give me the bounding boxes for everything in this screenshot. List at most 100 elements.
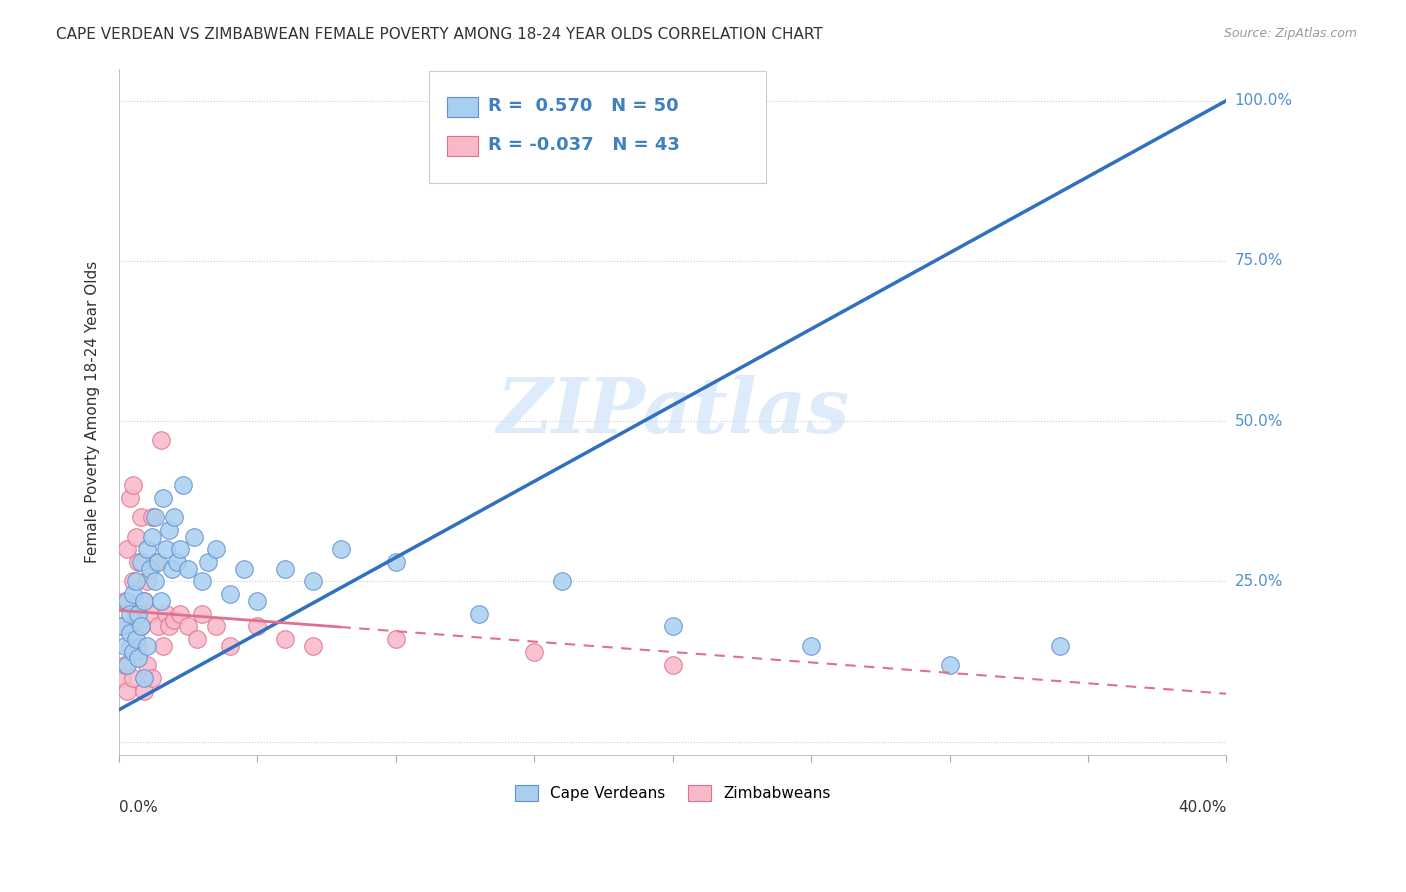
- Point: [661, 619, 683, 633]
- Text: 25.0%: 25.0%: [1234, 574, 1284, 589]
- Point: [938, 657, 960, 672]
- Text: ZIPatlas: ZIPatlas: [496, 375, 849, 449]
- Point: [205, 619, 228, 633]
- Text: R = -0.037   N = 43: R = -0.037 N = 43: [488, 136, 679, 154]
- Point: [155, 542, 177, 557]
- Point: [385, 632, 408, 647]
- Point: [127, 651, 149, 665]
- Text: 75.0%: 75.0%: [1234, 253, 1284, 268]
- Point: [111, 671, 134, 685]
- Point: [186, 632, 208, 647]
- Point: [132, 671, 155, 685]
- Point: [157, 619, 180, 633]
- Y-axis label: Female Poverty Among 18-24 Year Olds: Female Poverty Among 18-24 Year Olds: [86, 260, 100, 563]
- Point: [114, 639, 136, 653]
- Point: [551, 574, 574, 589]
- Point: [274, 632, 297, 647]
- Point: [143, 510, 166, 524]
- Point: [135, 542, 157, 557]
- Point: [122, 671, 145, 685]
- Point: [800, 639, 823, 653]
- Point: [132, 593, 155, 607]
- Point: [111, 619, 134, 633]
- Point: [218, 639, 240, 653]
- Point: [152, 639, 174, 653]
- Point: [232, 562, 254, 576]
- Point: [661, 657, 683, 672]
- Point: [120, 491, 142, 505]
- Legend: Cape Verdeans, Zimbabweans: Cape Verdeans, Zimbabweans: [508, 778, 838, 809]
- Point: [111, 619, 134, 633]
- Point: [122, 645, 145, 659]
- Point: [127, 607, 149, 621]
- Point: [143, 555, 166, 569]
- Point: [177, 619, 200, 633]
- Point: [135, 574, 157, 589]
- Text: 40.0%: 40.0%: [1178, 799, 1226, 814]
- Text: Source: ZipAtlas.com: Source: ZipAtlas.com: [1223, 27, 1357, 40]
- Text: 100.0%: 100.0%: [1234, 93, 1292, 108]
- Point: [172, 478, 194, 492]
- Point: [129, 510, 152, 524]
- Point: [302, 574, 325, 589]
- Point: [177, 562, 200, 576]
- Point: [135, 657, 157, 672]
- Point: [302, 639, 325, 653]
- Point: [138, 562, 160, 576]
- Point: [155, 607, 177, 621]
- Point: [122, 574, 145, 589]
- Point: [141, 671, 163, 685]
- Point: [146, 555, 169, 569]
- Point: [274, 562, 297, 576]
- Point: [124, 632, 146, 647]
- Point: [523, 645, 546, 659]
- Point: [160, 562, 183, 576]
- Text: 50.0%: 50.0%: [1234, 414, 1284, 429]
- Point: [120, 639, 142, 653]
- Point: [117, 542, 139, 557]
- Point: [129, 619, 152, 633]
- Point: [152, 491, 174, 505]
- Point: [143, 574, 166, 589]
- Point: [127, 639, 149, 653]
- Point: [120, 607, 142, 621]
- Point: [129, 619, 152, 633]
- Point: [132, 683, 155, 698]
- Point: [117, 593, 139, 607]
- Point: [329, 542, 352, 557]
- Point: [132, 593, 155, 607]
- Point: [205, 542, 228, 557]
- Point: [385, 555, 408, 569]
- Point: [246, 593, 269, 607]
- Point: [117, 657, 139, 672]
- Point: [141, 530, 163, 544]
- Point: [124, 607, 146, 621]
- Point: [124, 530, 146, 544]
- Text: 0.0%: 0.0%: [120, 799, 157, 814]
- Point: [124, 574, 146, 589]
- Point: [246, 619, 269, 633]
- Point: [157, 523, 180, 537]
- Point: [468, 607, 491, 621]
- Point: [197, 555, 219, 569]
- Point: [141, 510, 163, 524]
- Text: CAPE VERDEAN VS ZIMBABWEAN FEMALE POVERTY AMONG 18-24 YEAR OLDS CORRELATION CHAR: CAPE VERDEAN VS ZIMBABWEAN FEMALE POVERT…: [56, 27, 823, 42]
- Point: [218, 587, 240, 601]
- Point: [163, 613, 186, 627]
- Point: [138, 607, 160, 621]
- Point: [169, 607, 191, 621]
- Point: [191, 607, 214, 621]
- Point: [114, 593, 136, 607]
- Point: [191, 574, 214, 589]
- Point: [183, 530, 205, 544]
- Point: [117, 683, 139, 698]
- Text: R =  0.570   N = 50: R = 0.570 N = 50: [488, 97, 679, 115]
- Point: [163, 510, 186, 524]
- Point: [122, 587, 145, 601]
- Point: [114, 657, 136, 672]
- Point: [1049, 639, 1071, 653]
- Point: [149, 434, 172, 448]
- Point: [135, 639, 157, 653]
- Point: [120, 625, 142, 640]
- Point: [149, 593, 172, 607]
